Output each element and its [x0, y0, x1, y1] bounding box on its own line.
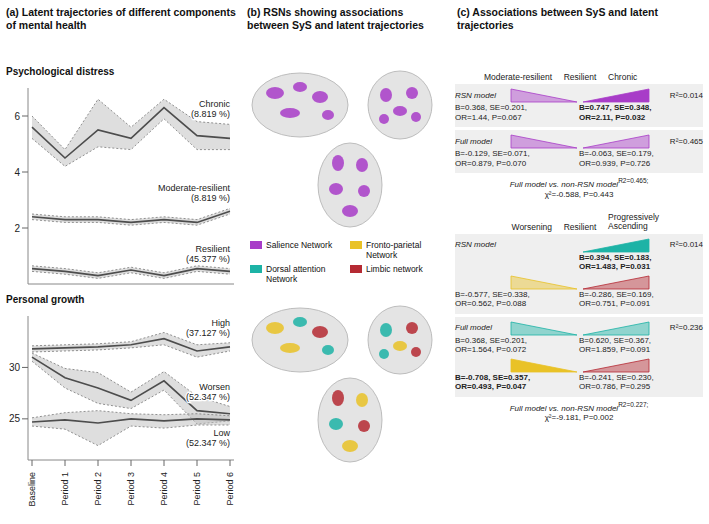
html-text:B=-0.708, SE=0.357,: B=-0.708, SE=0.357,: [455, 372, 531, 382]
html-text:Psychological distress: Psychological distress: [6, 66, 115, 77]
html-text:(a) Latent trajectories of dif: (a) Latent trajectories of different com…: [6, 6, 236, 31]
svg-text:High(37.127 %): High(37.127 %): [186, 318, 230, 338]
html-text:B=0.620, SE=0.367,: B=0.620, SE=0.367,: [579, 335, 652, 345]
html-text:χ²=-0.588, P=0.443: χ²=-0.588, P=0.443: [544, 189, 614, 199]
html-text:R²=0.014: R²=0.014: [669, 90, 703, 100]
html-text:B=0.368, SE=0.201,: B=0.368, SE=0.201,: [455, 335, 528, 345]
html-text:OR=0.493, P=0.047: OR=0.493, P=0.047: [455, 382, 527, 392]
html-text:OR=0.939, P=0.726: OR=0.939, P=0.726: [579, 158, 651, 168]
html-text:Full model: Full model: [455, 136, 492, 146]
svg-text:2: 2: [14, 223, 20, 234]
svg-text:Low(52.347 %): Low(52.347 %): [186, 428, 231, 448]
html-text:Fronto-parietal Network: Fronto-parietal Network: [366, 240, 422, 260]
svg-text:Period 4: Period 4: [159, 472, 169, 506]
html-text:Full model vs. non-RSN modelR2: Full model vs. non-RSN modelR2=0.465;: [509, 177, 649, 189]
svg-text:Period 3: Period 3: [126, 472, 136, 506]
html-text:Progressively Ascending: Progressively Ascending: [608, 211, 659, 232]
html-text:Limbic network: Limbic network: [366, 264, 423, 274]
html-text:OR=1.44, P=0.067: OR=1.44, P=0.067: [455, 112, 522, 122]
svg-text:Resilient(45.377 %): Resilient(45.377 %): [186, 244, 231, 264]
html-text:Full model: Full model: [455, 323, 492, 333]
svg-text:25: 25: [9, 413, 21, 424]
html-text:Resilient: Resilient: [563, 221, 597, 232]
html-text:OR=1.564, P=0.072: OR=1.564, P=0.072: [455, 345, 527, 355]
html-text:Chronic: Chronic: [608, 71, 638, 82]
svg-text:Period 1: Period 1: [60, 472, 70, 506]
html-text:Salience Network: Salience Network: [266, 240, 333, 250]
html-text:OR=1.483, P=0.031: OR=1.483, P=0.031: [579, 262, 651, 272]
html-text:OR=0.786, P=0.295: OR=0.786, P=0.295: [579, 382, 651, 392]
html-text:B=-0.129, SE=0.071,: B=-0.129, SE=0.071,: [455, 149, 530, 158]
html-text:(b) RSNs showing associations: (b) RSNs showing associations between Sy…: [247, 6, 424, 31]
html-text:Worsening: Worsening: [511, 221, 552, 232]
html-text:OR=0.562, P=0.088: OR=0.562, P=0.088: [455, 299, 527, 309]
html-text:Full model vs. non-RSN modelR2: Full model vs. non-RSN modelR2=0.227;: [509, 400, 649, 413]
svg-text:Chronic(8.819 %): Chronic(8.819 %): [191, 99, 231, 119]
html-text:Personal growth: Personal growth: [6, 294, 85, 305]
html-text:OR=0.879, P=0.070: OR=0.879, P=0.070: [455, 158, 527, 168]
svg-text:Period 2: Period 2: [93, 472, 103, 506]
svg-text:Moderate-resilient(8.819 %): Moderate-resilient(8.819 %): [158, 183, 231, 203]
html-text:Resilient: Resilient: [563, 72, 597, 82]
html-text:R²=0.014: R²=0.014: [669, 240, 703, 250]
html-text:OR=0.751, P=0.091: OR=0.751, P=0.091: [579, 299, 651, 309]
html-text:B=-0.286, SE=0.169,: B=-0.286, SE=0.169,: [579, 289, 654, 299]
svg-text:Baseline: Baseline: [27, 472, 37, 507]
html-text:(c) Associations between SyS a: (c) Associations between SyS and latent …: [457, 6, 658, 31]
html-text:χ²=-9.181, P=0.002: χ²=-9.181, P=0.002: [544, 413, 614, 423]
html-text:B=-0.577, SE=0.338,: B=-0.577, SE=0.338,: [455, 289, 530, 299]
svg-text:30: 30: [9, 362, 21, 373]
html-text:B=0.747, SE=0.348,: B=0.747, SE=0.348,: [579, 103, 652, 112]
svg-text:Period 5: Period 5: [192, 472, 202, 506]
html-text:B=0.394, SE=0.183,: B=0.394, SE=0.183,: [579, 252, 652, 262]
svg-text:6: 6: [14, 111, 20, 122]
html-text:OR=2.11, P=0.032: OR=2.11, P=0.032: [579, 112, 646, 122]
svg-text:4: 4: [14, 167, 20, 178]
html-text:RSN model: RSN model: [455, 90, 496, 100]
html-text:B=0.368, SE=0.201,: B=0.368, SE=0.201,: [455, 103, 528, 112]
html-text:B=-0.241, SE=0.230,: B=-0.241, SE=0.230,: [579, 372, 654, 382]
html-text:Dorsal attention Network: Dorsal attention Network: [266, 264, 326, 284]
html-text:R²=0.236: R²=0.236: [669, 323, 703, 333]
svg-text:Period 6: Period 6: [225, 472, 235, 506]
html-text:RSN model: RSN model: [455, 240, 496, 250]
svg-text:Worsen(52.347 %): Worsen(52.347 %): [186, 382, 230, 402]
html-text:OR=1.859, P=0.091: OR=1.859, P=0.091: [579, 345, 651, 355]
html-text:B=-0.063, SE=0.179,: B=-0.063, SE=0.179,: [579, 149, 654, 158]
html-text:R²=0.465: R²=0.465: [669, 136, 703, 146]
html-text:Moderate-resilient: Moderate-resilient: [484, 72, 552, 82]
